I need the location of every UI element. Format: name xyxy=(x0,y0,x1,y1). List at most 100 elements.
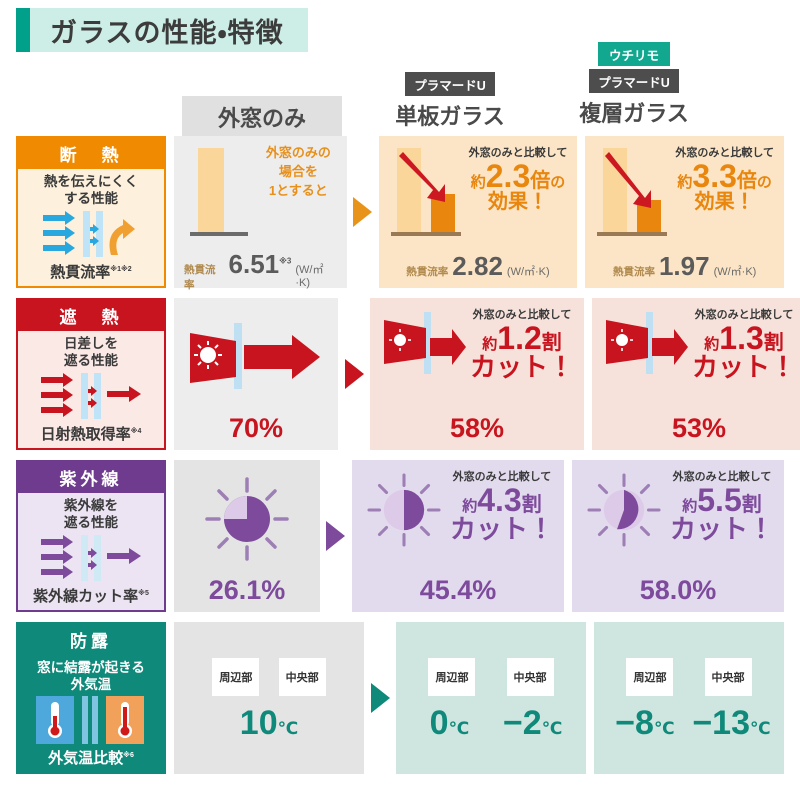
value-shading-single: 58% xyxy=(449,413,505,443)
metric-value: 6.51※3 xyxy=(228,249,292,279)
metric-unit: (W/㎡·K) xyxy=(713,266,757,278)
thermometer-compare-icon xyxy=(22,694,160,747)
callout-line2: 効果！ xyxy=(694,191,755,213)
metric-label: 熱貫流率 xyxy=(406,266,449,278)
metric-value: 1.97 xyxy=(658,251,710,281)
compare-note: 外窓のみと比較して xyxy=(452,471,552,483)
callout-number: 4.3 xyxy=(477,482,522,518)
value-condensation-double-edge: −8℃ xyxy=(615,704,675,742)
sun-pie-icon-base xyxy=(199,471,295,572)
sun-ray-diagram-double xyxy=(602,306,689,395)
value-shading-base: 70% xyxy=(228,413,284,443)
compare-note: 外窓のみと比較して xyxy=(675,147,774,159)
value-condensation-single-center: −2℃ xyxy=(502,704,563,742)
table-row-uv: 紫外線 紫外線を 遮る性能 xyxy=(16,460,784,612)
chip-edge: 周辺部 xyxy=(626,658,674,696)
triangle-right-icon xyxy=(326,521,346,551)
metric-readout-double-insulation: 熱貫流率 1.97 (W/㎡·K) xyxy=(595,251,774,282)
callout-number: 2.3 xyxy=(485,158,531,194)
table-row-condensation: 防露 窓に結露が起きる 外気温 外気温比較※6 xyxy=(16,622,784,774)
compare-note: 外窓のみと比較して xyxy=(694,309,794,321)
sun-ray-diagram-single xyxy=(380,306,466,395)
callout-unit: 割 xyxy=(741,494,762,516)
chip-edge: 周辺部 xyxy=(428,658,476,696)
value-uv-double: 58.0% xyxy=(639,575,717,605)
callout-line2: カット！ xyxy=(449,514,554,544)
value-condensation-base-edge: 10℃ xyxy=(239,704,299,742)
arrow-separator-condensation-1 xyxy=(364,622,396,774)
callout-tail: の xyxy=(550,174,566,191)
bar-chart-single-insulation xyxy=(389,144,465,249)
column-header-double: ウチリモ プラマードU 複層ガラス xyxy=(548,42,720,128)
value-uv-base: 26.1% xyxy=(208,575,286,605)
column-header-base-label: 外窓のみ xyxy=(182,96,342,138)
row-label-uv-head: 紫外線 xyxy=(18,462,164,493)
title-band: ガラスの性能・特徴 xyxy=(30,8,308,52)
callout-insulation-double: 外窓のみと比較して 約3.3倍の 効果！ xyxy=(671,144,774,212)
callout-tail: の xyxy=(756,174,772,191)
value-uv-single: 45.4% xyxy=(419,575,497,605)
tag-uchirimo: ウチリモ xyxy=(597,42,670,66)
row-label-condensation-metric: 外気温比較※6 xyxy=(48,750,134,767)
cell-uv-base: 26.1% xyxy=(174,460,320,612)
callout-unit: 割 xyxy=(541,332,562,354)
cell-shading-double: 外窓のみと比較して 約1.3割 カット！ 53% xyxy=(592,298,800,450)
callout-line2: カット！ xyxy=(669,514,774,544)
arrow-separator-insulation-1 xyxy=(347,136,379,288)
callout-unit: 割 xyxy=(521,494,542,516)
row-label-insulation-head: 断 熱 xyxy=(18,138,164,169)
page-title: ガラスの性能・特徴 xyxy=(50,17,284,48)
cell-uv-single: 外窓のみと比較して 約4.3割 カット！ 45.4% xyxy=(351,460,564,612)
cell-insulation-base: 外窓のみの 場合を 1とすると 熱貫流率 6.51※3 (W/㎡·K) xyxy=(174,136,347,291)
chip-edge: 周辺部 xyxy=(212,658,260,696)
title-accent-bar xyxy=(16,8,30,52)
cell-condensation-single: 周辺部 中央部 0℃ −2℃ xyxy=(396,622,586,774)
callout-shading-single: 外窓のみと比較して 約1.2割 カット！ xyxy=(466,306,574,381)
tag-puramado-u-double: プラマードU xyxy=(589,69,679,93)
row-label-uv-desc: 紫外線を 遮る性能 xyxy=(64,498,118,530)
cell-shading-single: 外窓のみと比較して 約1.2割 カット！ 58% xyxy=(370,298,585,450)
column-header-base: 外窓のみ xyxy=(182,96,342,138)
table-row-insulation: 断 熱 熱を伝えにくく する性能 xyxy=(16,136,784,291)
callout-prefix: 約 xyxy=(677,174,693,191)
row-label-condensation-desc: 窓に結露が起きる 外気温 xyxy=(37,660,145,692)
triangle-right-icon xyxy=(344,359,364,389)
callout-number: 1.2 xyxy=(497,320,542,356)
note-base-insulation: 外窓のみの 場合を 1とすると xyxy=(265,145,331,198)
heat-flow-icon xyxy=(22,208,160,261)
metric-value: 2.82 xyxy=(452,251,503,281)
row-label-shading-desc: 日差しを 遮る性能 xyxy=(64,336,118,368)
cell-condensation-base: 周辺部 中央部 10℃ xyxy=(174,622,364,774)
value-condensation-double-center: −13℃ xyxy=(692,704,771,742)
column-header-single: プラマードU 単板ガラス xyxy=(366,72,534,131)
callout-uv-double: 外窓のみと比較して 約5.5割 カット！ xyxy=(666,468,774,543)
cell-shading-base: 70% xyxy=(174,298,338,450)
callout-unit: 倍 xyxy=(736,170,757,192)
callout-uv-single: 外窓のみと比較して 約4.3割 カット！ xyxy=(446,468,554,543)
tag-puramado-u-single: プラマードU xyxy=(405,72,495,96)
row-label-uv: 紫外線 紫外線を 遮る性能 xyxy=(16,460,166,612)
chip-center: 中央部 xyxy=(278,658,326,696)
callout-line2: カット！ xyxy=(470,352,575,382)
bar-chart-base-insulation xyxy=(184,144,256,249)
compare-note: 外窓のみと比較して xyxy=(672,471,772,483)
callout-insulation-single: 外窓のみと比較して 約2.3倍の 効果！ xyxy=(465,144,568,212)
sun-pie-icon-single xyxy=(362,468,446,557)
sun-ray-diagram-base xyxy=(184,315,324,404)
comparison-grid: 断 熱 熱を伝えにくく する性能 xyxy=(16,136,800,784)
bar-chart-double-insulation xyxy=(595,144,671,249)
row-label-insulation-desc: 熱を伝えにくく する性能 xyxy=(43,174,139,206)
callout-line2: 効果！ xyxy=(487,191,548,213)
cell-insulation-single: 外窓のみと比較して 約2.3倍の 効果！ 熱貫流率 2.82 (W/㎡·K) xyxy=(378,136,578,288)
sun-block-icon xyxy=(22,370,160,423)
triangle-right-icon xyxy=(370,683,390,713)
metric-readout-single-insulation: 熱貫流率 2.82 (W/㎡·K) xyxy=(389,251,568,282)
row-label-insulation: 断 熱 熱を伝えにくく する性能 xyxy=(16,136,166,288)
row-label-shading-metric: 日射熱取得率※4 xyxy=(40,426,142,443)
sun-pie-icon-double xyxy=(582,468,666,557)
callout-number: 3.3 xyxy=(692,158,737,194)
callout-line2: カット！ xyxy=(692,352,797,382)
value-condensation-single-edge: 0℃ xyxy=(429,704,470,742)
callout-prefix: 約 xyxy=(682,498,698,515)
row-label-shading: 遮 熱 日差しを 遮る性能 xyxy=(16,298,166,450)
